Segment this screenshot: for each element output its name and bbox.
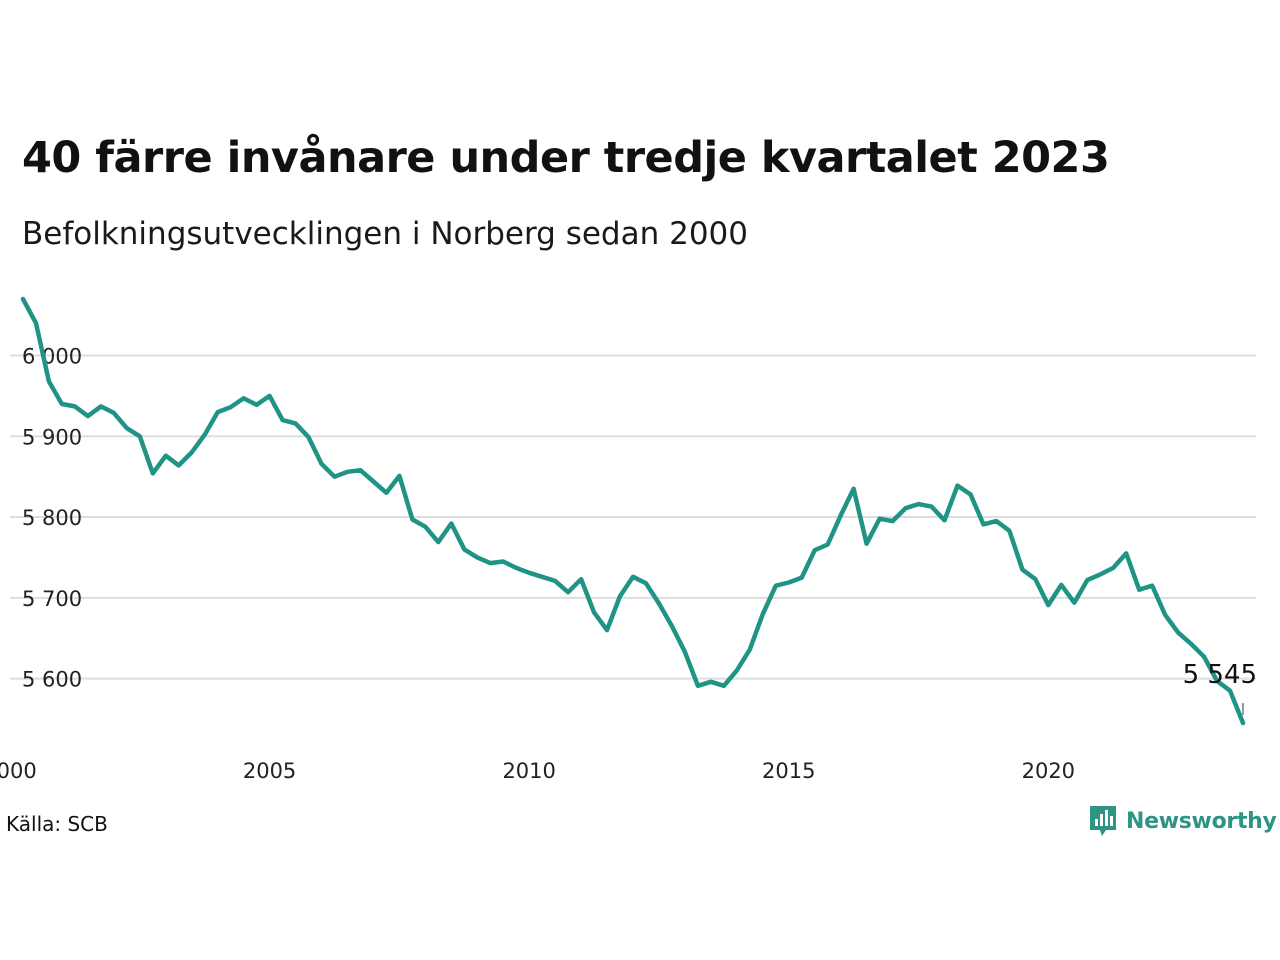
- brand-logo[interactable]: Newsworthy: [1088, 804, 1277, 838]
- y-tick-label: 5 900: [22, 425, 82, 449]
- x-tick-label: 2020: [1022, 759, 1075, 783]
- chart-subtitle: Befolkningsutvecklingen i Norberg sedan …: [22, 216, 749, 252]
- y-tick-label: 5 600: [22, 668, 82, 692]
- x-tick-label: 2015: [762, 759, 815, 783]
- x-tick-label: 2010: [502, 759, 555, 783]
- end-label-group: 5 545: [1183, 660, 1257, 715]
- y-tick-label: 6 000: [22, 345, 82, 369]
- chart-title: 40 färre invånare under tredje kvartalet…: [22, 133, 1110, 183]
- gridlines: [10, 354, 1256, 680]
- x-axis-tick-labels: 2000 2005 2010 2015 2020: [0, 759, 1075, 783]
- series-line-group: [20, 296, 1246, 726]
- end-value-label: 5 545: [1183, 660, 1257, 690]
- brand-name: Newsworthy: [1126, 808, 1277, 834]
- x-tick-label: 2005: [243, 759, 296, 783]
- series-line: [20, 296, 1246, 726]
- source-note: Källa: SCB: [6, 812, 108, 836]
- newsworthy-logo-icon: [1090, 806, 1116, 836]
- y-tick-label: 5 800: [22, 506, 82, 530]
- x-tick-label: 2000: [0, 759, 37, 783]
- y-tick-label: 5 700: [22, 587, 82, 611]
- y-axis-tick-labels: 5 600 5 700 5 800 5 900 6 000: [22, 345, 82, 692]
